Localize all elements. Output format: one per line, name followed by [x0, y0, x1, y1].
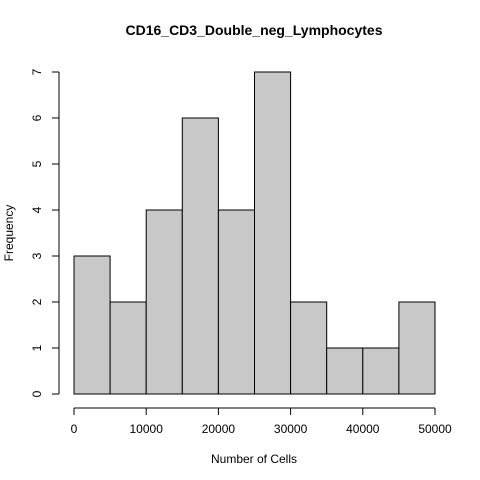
y-tick-label-7: 7 — [30, 68, 44, 75]
x-tick-label-0: 0 — [71, 422, 78, 436]
x-axis: 0 10000 20000 30000 40000 50000 — [71, 407, 452, 436]
histogram-bar-0 — [73, 255, 111, 395]
y-tick-label-2: 2 — [30, 298, 44, 305]
y-tick-label-0: 0 — [30, 390, 44, 397]
histogram-bar-2 — [145, 209, 183, 395]
histogram-bar-3 — [181, 117, 219, 395]
y-axis-label: Frequency — [2, 205, 16, 262]
y-tick-label-6: 6 — [30, 114, 44, 121]
y-axis: 0 1 2 3 4 5 6 7 — [30, 68, 60, 397]
histogram-bar-4 — [217, 209, 255, 395]
x-tick-label-2: 20000 — [202, 422, 236, 436]
histogram-bar-7 — [326, 347, 364, 395]
histogram-bar-5 — [254, 71, 292, 395]
x-tick-label-1: 10000 — [130, 422, 164, 436]
histogram-bar-1 — [109, 301, 147, 395]
x-tick-label-4: 40000 — [346, 422, 380, 436]
y-tick-label-1: 1 — [30, 344, 44, 351]
chart-title: CD16_CD3_Double_neg_Lymphocytes — [125, 22, 382, 38]
y-tick-label-3: 3 — [30, 252, 44, 259]
histogram-bar-8 — [362, 347, 400, 395]
x-tick-label-5: 50000 — [418, 422, 452, 436]
histogram-bar-9 — [398, 301, 436, 395]
y-tick-label-4: 4 — [30, 206, 44, 213]
x-axis-label: Number of Cells — [211, 452, 297, 466]
x-tick-label-3: 30000 — [274, 422, 308, 436]
bars-group — [73, 71, 436, 395]
y-tick-label-5: 5 — [30, 160, 44, 167]
histogram-bar-6 — [290, 301, 328, 395]
